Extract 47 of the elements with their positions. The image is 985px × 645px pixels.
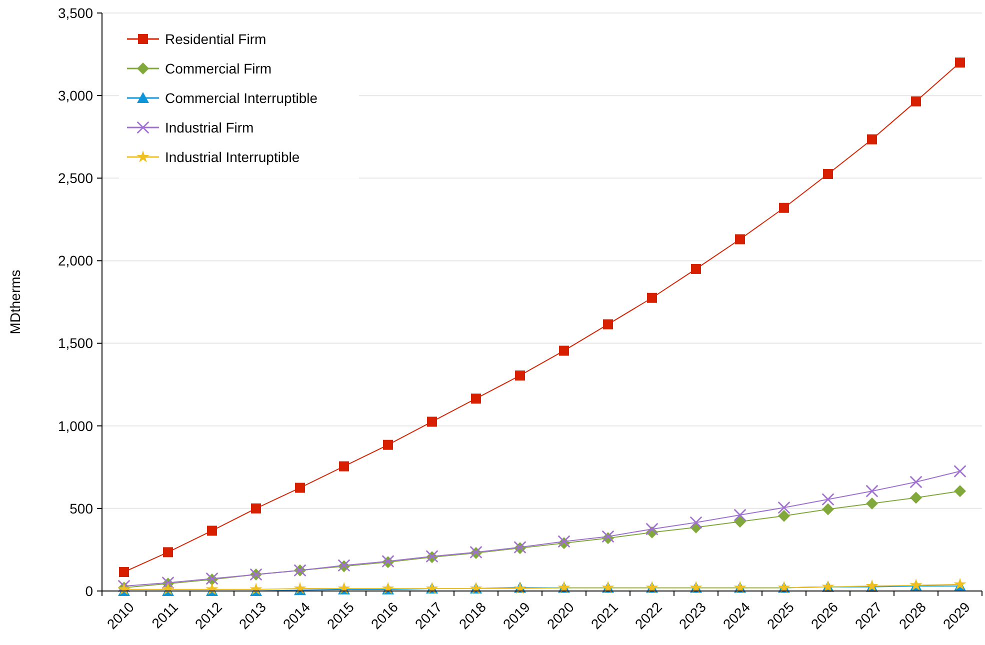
point bbox=[735, 234, 745, 244]
point bbox=[955, 58, 965, 68]
point bbox=[822, 503, 834, 516]
point bbox=[207, 526, 217, 536]
point bbox=[866, 497, 878, 510]
point bbox=[471, 394, 481, 404]
y-tick-label: 500 bbox=[70, 500, 94, 516]
point bbox=[734, 508, 746, 522]
point bbox=[910, 492, 922, 504]
y-tick-label: 1,000 bbox=[58, 418, 94, 434]
point bbox=[646, 522, 658, 536]
point bbox=[163, 547, 173, 558]
point bbox=[339, 461, 349, 472]
y-tick-label: 3,000 bbox=[58, 87, 94, 104]
point bbox=[383, 440, 393, 450]
point bbox=[559, 346, 569, 356]
legend-label: Industrial Firm bbox=[165, 119, 254, 136]
point bbox=[866, 484, 878, 498]
point bbox=[778, 510, 790, 522]
point bbox=[778, 501, 790, 514]
y-tick-label: 2,500 bbox=[58, 170, 94, 186]
point bbox=[867, 134, 877, 144]
point bbox=[954, 465, 966, 478]
legend-label: Commercial Interruptible bbox=[165, 90, 318, 106]
legend-label: Industrial Interruptible bbox=[165, 148, 300, 165]
point bbox=[427, 416, 437, 427]
point bbox=[515, 370, 525, 380]
point bbox=[954, 578, 966, 590]
y-axis-title: MDtherms bbox=[7, 270, 23, 334]
point bbox=[954, 485, 966, 498]
point bbox=[690, 516, 702, 529]
point bbox=[691, 264, 701, 274]
point bbox=[295, 482, 305, 493]
point bbox=[823, 169, 833, 180]
y-tick-label: 2,000 bbox=[58, 252, 94, 269]
point bbox=[603, 319, 613, 330]
y-tick-label: 0 bbox=[85, 582, 94, 599]
point bbox=[251, 503, 261, 514]
legend-label: Commercial Firm bbox=[165, 60, 272, 76]
point bbox=[822, 493, 834, 506]
y-tick-label: 1,500 bbox=[58, 335, 94, 352]
point bbox=[647, 292, 657, 303]
point bbox=[779, 202, 789, 213]
y-tick-label: 3,500 bbox=[58, 4, 94, 21]
legend-label: Residential Firm bbox=[165, 30, 266, 47]
point bbox=[911, 96, 921, 106]
point bbox=[119, 567, 129, 578]
